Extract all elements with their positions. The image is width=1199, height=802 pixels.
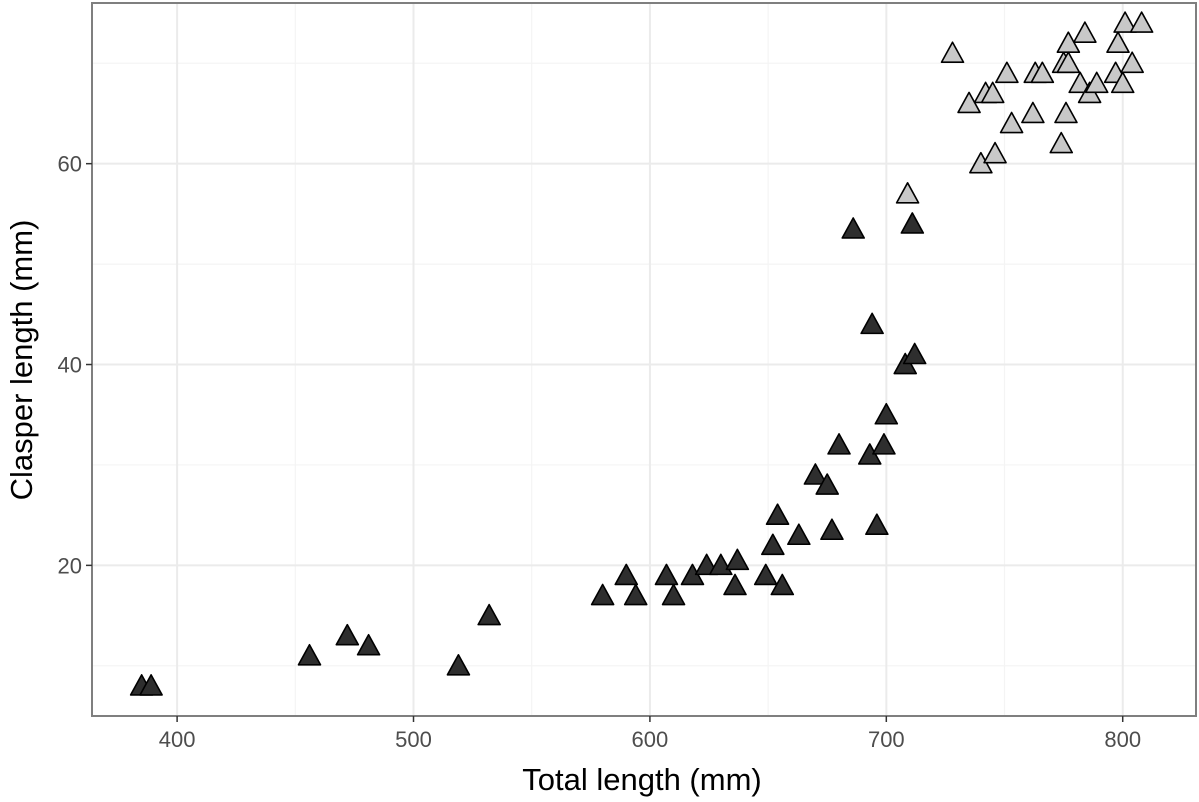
data-point-triangle	[1084, 71, 1109, 94]
data-point-triangle	[940, 41, 965, 64]
data-point-triangle	[865, 513, 889, 536]
data-point-triangle	[1073, 21, 1097, 43]
data-point-triangle	[654, 563, 679, 586]
data-points	[129, 11, 1154, 696]
major-grid	[92, 3, 1196, 716]
y-tick-label: 60	[58, 152, 82, 177]
data-point-triangle	[803, 463, 828, 485]
data-point-triangle	[1129, 11, 1154, 33]
data-point-triangle	[1054, 101, 1078, 124]
data-point-triangle	[895, 182, 920, 204]
data-point-triangle	[770, 573, 795, 596]
data-point-triangle	[297, 643, 322, 666]
data-point-triangle	[765, 503, 790, 525]
data-point-triangle	[874, 402, 899, 425]
x-tick-label: 600	[632, 727, 669, 752]
y-tick-label: 20	[58, 553, 82, 578]
y-axis-title: Clasper length (mm)	[4, 220, 39, 501]
data-point-triangle	[1120, 51, 1144, 74]
data-point-triangle	[139, 674, 163, 696]
x-tick-label: 500	[395, 727, 432, 752]
data-point-triangle	[860, 312, 884, 335]
x-tick-label: 800	[1104, 727, 1141, 752]
data-point-triangle	[725, 548, 750, 571]
data-point-triangle	[841, 217, 866, 239]
data-point-triangle	[723, 573, 747, 596]
data-point-triangle	[614, 563, 639, 586]
data-point-triangle	[1068, 71, 1092, 94]
data-point-triangle	[761, 533, 785, 556]
data-point-triangle	[1021, 101, 1045, 124]
data-point-triangle	[983, 141, 1007, 164]
panel-border	[91, 2, 1197, 717]
data-point-triangle	[999, 111, 1024, 134]
x-tick-label: 400	[159, 727, 196, 752]
data-point-triangle	[446, 653, 471, 676]
data-point-triangle	[872, 433, 896, 455]
data-point-triangle	[1113, 11, 1137, 33]
data-point-triangle	[1106, 31, 1130, 53]
data-point-triangle	[815, 473, 840, 495]
data-point-triangle	[902, 342, 927, 365]
data-point-triangle	[1110, 71, 1135, 94]
y-tick-label: 40	[58, 353, 82, 378]
minor-grid	[92, 3, 1196, 716]
data-point-triangle	[900, 212, 925, 234]
data-point-triangle	[623, 583, 648, 606]
data-point-triangle	[995, 61, 1019, 84]
data-point-triangle	[335, 623, 360, 646]
data-point-triangle	[1030, 61, 1055, 84]
axis-ticks	[86, 162, 1124, 722]
data-point-triangle	[980, 81, 1005, 104]
x-tick-label: 700	[868, 727, 905, 752]
data-point-triangle	[590, 583, 615, 606]
data-point-triangle	[753, 563, 778, 586]
data-point-triangle	[820, 518, 844, 541]
data-point-triangle	[661, 583, 686, 606]
data-point-triangle	[356, 633, 381, 656]
data-point-triangle	[1049, 131, 1074, 154]
tick-labels: 400 500 600 700 800 20 40 60	[58, 152, 1142, 752]
data-point-triangle	[477, 603, 501, 626]
x-axis-title: Total length (mm)	[522, 762, 761, 797]
data-point-triangle	[827, 433, 851, 455]
data-point-triangle	[787, 523, 811, 546]
data-point-triangle	[1056, 51, 1081, 74]
